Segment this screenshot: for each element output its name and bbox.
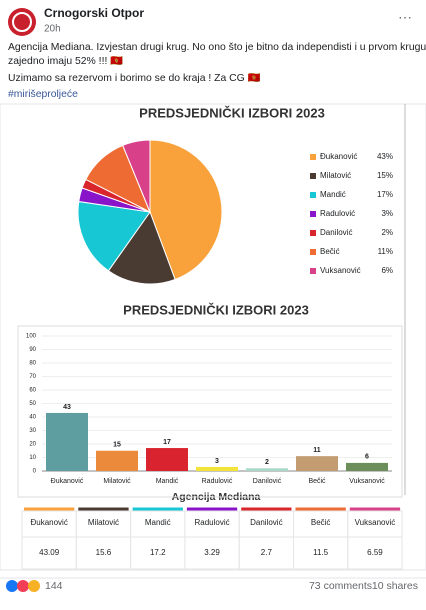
- y-tick-label: 20: [29, 442, 36, 448]
- table-header: Bečić: [311, 518, 331, 527]
- like-icon[interactable]: [6, 580, 18, 592]
- bar-value-label: 6: [365, 454, 369, 461]
- time[interactable]: 20h: [44, 24, 61, 35]
- table-header: Đukanović: [30, 518, 67, 527]
- y-tick-label: 60: [29, 388, 36, 394]
- value-cell: [347, 536, 403, 570]
- y-tick-label: 80: [29, 361, 36, 367]
- post-text: zajedno imaju 52% !!! 🇲🇪: [8, 55, 123, 67]
- bar-value-label: 15: [113, 442, 121, 449]
- x-tick-label: Đukanović: [51, 478, 84, 485]
- table-value: 15.6: [96, 548, 112, 557]
- legend-value: 17%: [377, 190, 393, 199]
- bar-value-label: 43: [63, 404, 71, 411]
- table-value: 11.5: [313, 548, 329, 557]
- table-value: 43.09: [39, 548, 60, 557]
- y-tick-label: 70: [29, 374, 36, 380]
- legend-value: 43%: [377, 152, 393, 161]
- pie-slice: [107, 210, 176, 285]
- legend-swatch: [310, 173, 316, 179]
- bar: [46, 412, 88, 471]
- author[interactable]: Crnogorski Otpor: [44, 6, 144, 20]
- bar: [246, 468, 288, 471]
- legend-value: 3%: [381, 209, 393, 218]
- reaction-count[interactable]: 144: [45, 580, 63, 592]
- legend-label: Milatović: [320, 171, 351, 180]
- hashtag[interactable]: #mirišeproljeće: [8, 89, 78, 100]
- bar-value-label: 17: [163, 439, 171, 446]
- y-tick-label: 40: [29, 415, 36, 421]
- y-tick-label: 0: [33, 469, 37, 475]
- table-value: 3.29: [204, 548, 220, 557]
- pie-slice: [149, 139, 223, 281]
- bar: [196, 466, 238, 471]
- post-text: Agencija Mediana. Izvjestan drugi krug. …: [8, 42, 426, 53]
- table-header: Mandić: [145, 518, 171, 527]
- y-tick-label: 90: [29, 347, 36, 353]
- legend-swatch: [310, 249, 316, 255]
- x-tick-label: Mandić: [156, 478, 179, 485]
- table-value: 17.2: [150, 548, 166, 557]
- bar: [146, 448, 188, 471]
- legend-value: 15%: [377, 171, 393, 180]
- avatar-ring: [12, 12, 32, 32]
- y-tick-label: 50: [29, 401, 36, 407]
- legend-swatch: [310, 211, 316, 217]
- x-tick-label: Danilović: [253, 478, 282, 485]
- table-header: Radulović: [194, 518, 229, 527]
- comments[interactable]: 73 comments: [309, 580, 372, 592]
- bar: [296, 456, 338, 471]
- table-value: 2.7: [261, 548, 273, 557]
- x-tick-label: Bečić: [308, 478, 326, 485]
- table-header: Danilović: [250, 518, 282, 527]
- legend-label: Bečić: [320, 247, 340, 256]
- legend-value: 6%: [381, 266, 393, 275]
- legend-swatch: [310, 192, 316, 198]
- post-text: Uzimamo sa rezervom i borimo se do kraja…: [8, 72, 261, 84]
- bar-value-label: 3: [215, 458, 219, 465]
- legend-label: Radulović: [320, 209, 355, 218]
- haha-icon[interactable]: [28, 580, 40, 592]
- table-value: 6.59: [367, 548, 383, 557]
- y-tick-label: 10: [29, 455, 36, 461]
- legend-swatch: [310, 230, 316, 236]
- legend-label: Mandić: [320, 190, 346, 199]
- legend-label: Đukanović: [320, 152, 357, 161]
- bar-title: PREDSJEDNIČKI IZBORI 2023: [123, 302, 309, 317]
- legend-value: 2%: [381, 228, 393, 237]
- more-button[interactable]: ···: [398, 9, 412, 25]
- x-tick-label: Radulović: [202, 478, 233, 485]
- bar-value-label: 11: [313, 447, 321, 454]
- x-tick-label: Vuksanović: [349, 478, 385, 485]
- y-tick-label: 100: [26, 334, 37, 340]
- shares[interactable]: 10 shares: [372, 580, 418, 592]
- legend-swatch: [310, 154, 316, 160]
- love-icon[interactable]: [17, 580, 29, 592]
- bar: [96, 450, 138, 471]
- legend-value: 11%: [378, 247, 393, 256]
- legend-swatch: [310, 268, 316, 274]
- bar: [346, 462, 388, 471]
- pie-title: PREDSJEDNIČKI IZBORI 2023: [139, 105, 325, 120]
- pie-slice: [77, 200, 151, 272]
- legend-label: Danilović: [320, 228, 352, 237]
- table-header: Vuksanović: [355, 518, 396, 527]
- bar-value-label: 2: [265, 459, 269, 466]
- x-tick-label: Milatović: [103, 478, 131, 485]
- plot-frame: [17, 325, 403, 498]
- table-header: Milatović: [88, 518, 119, 527]
- pie-slice: [122, 139, 151, 213]
- y-tick-label: 30: [29, 428, 36, 434]
- legend-label: Vuksanović: [320, 266, 361, 275]
